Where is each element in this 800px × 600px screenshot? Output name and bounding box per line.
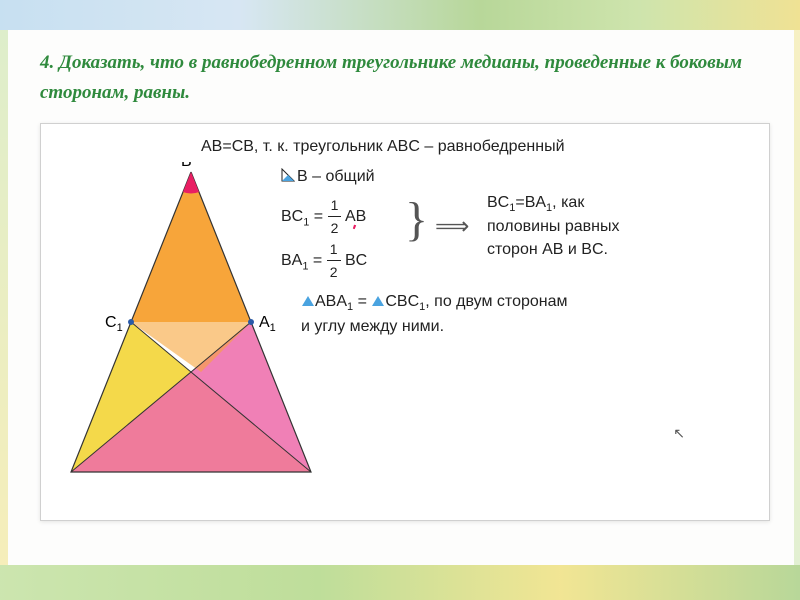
slide-left-accent [0,30,8,565]
proof-line-1: AB=CB, т. к. треугольник ABC – равнобедр… [201,134,565,160]
label-c1: C1 [105,314,123,334]
label-a1: A1 [259,314,276,334]
curly-brace-icon: } [405,192,428,247]
angle-icon [281,165,295,179]
point-a1-dot [248,319,254,325]
proof-right-block: BC1=BA1, как половины равных сторон AB и… [487,192,619,261]
problem-title: 4. Доказать, что в равнобедренном треуго… [40,48,770,109]
proof-line-ba1: BA1 = 12 BC [281,238,367,284]
angle-b-text: B – общий [297,168,375,185]
point-c1-dot [128,319,134,325]
slide-content: 4. Доказать, что в равнобедренном треуго… [0,30,800,531]
proof-box: B C1 A1 AB=CB, т. к. треугольник ABC – р… [40,123,770,521]
label-b: B [181,162,192,170]
proof-line-bc1: BC1 = 12 AB [281,194,366,240]
slide-right-accent [794,30,800,565]
main-triangle-fill [131,172,251,322]
slide-top-border [0,0,800,30]
proof-area: B C1 A1 AB=CB, т. к. треугольник ABC – р… [51,132,755,512]
triangle-icon [301,291,315,303]
cursor-icon: ↖ [673,425,685,442]
slide-bottom-border [0,565,800,600]
proof-line-2: B – общий [281,164,375,190]
proof-conclusion: ABA1 = CBC1, по двум сторонам и углу меж… [301,290,568,340]
apex-angle-mark [183,172,199,194]
triangle-icon [371,291,385,303]
implies-arrow-icon: ⟹ [435,212,469,241]
